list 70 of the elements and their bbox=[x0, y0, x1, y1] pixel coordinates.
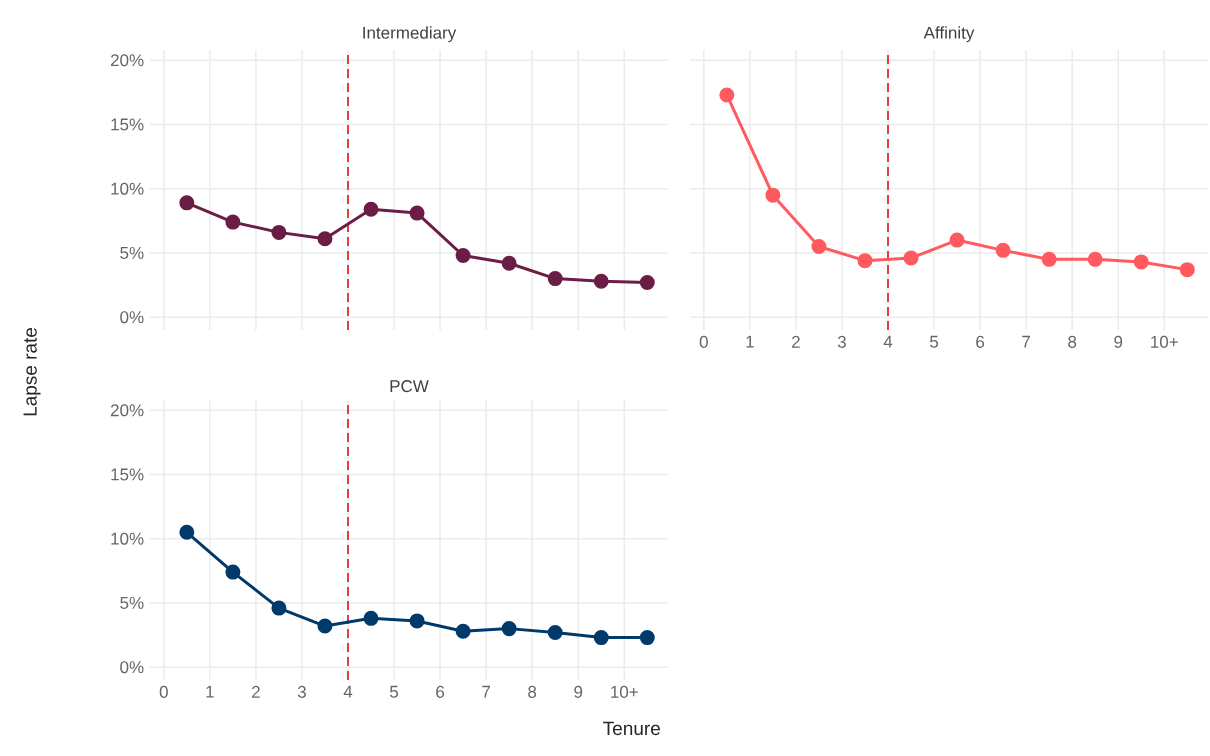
point bbox=[639, 274, 655, 290]
x-tick-label: 6 bbox=[976, 335, 985, 348]
chart-title: PCW bbox=[390, 380, 429, 393]
point bbox=[1179, 262, 1195, 278]
y-tick-label: 15% bbox=[111, 468, 144, 481]
y-tick-label: 5% bbox=[120, 246, 144, 259]
x-tick-label: 8 bbox=[528, 685, 537, 698]
point bbox=[547, 624, 563, 640]
x-tick-label: 3 bbox=[297, 685, 306, 698]
point bbox=[1087, 251, 1103, 267]
x-tick-label: 1 bbox=[206, 685, 214, 698]
point bbox=[547, 271, 563, 287]
point bbox=[1041, 251, 1057, 267]
x-tick-label: 9 bbox=[574, 685, 583, 698]
y-axis-title: Lapse rate bbox=[23, 327, 41, 416]
x-tick-label: 3 bbox=[837, 335, 846, 348]
y-tick-label: 15% bbox=[111, 118, 144, 131]
x-tick-label: 9 bbox=[1114, 335, 1123, 348]
point bbox=[765, 187, 781, 203]
point bbox=[409, 205, 425, 221]
y-tick-label: 0% bbox=[120, 661, 144, 674]
point bbox=[719, 87, 735, 103]
point bbox=[501, 621, 517, 637]
point bbox=[995, 242, 1011, 258]
x-tick-label: 4 bbox=[883, 335, 893, 348]
point bbox=[639, 630, 655, 646]
point bbox=[455, 248, 471, 263]
point bbox=[363, 201, 379, 217]
x-tick-label: 2 bbox=[792, 335, 800, 348]
x-tick-label: 6 bbox=[436, 685, 445, 698]
point bbox=[1133, 254, 1149, 270]
x-tick-label: 0 bbox=[159, 685, 168, 698]
chart-title: Affinity bbox=[923, 26, 975, 43]
x-tick-label: 0 bbox=[699, 335, 708, 348]
x-tick-label: 10+ bbox=[611, 685, 638, 698]
y-tick-label: 20% bbox=[110, 404, 144, 417]
x-tick-label: 5 bbox=[929, 335, 939, 348]
x-axis-title: Tenure bbox=[603, 721, 660, 736]
y-tick-label: 10% bbox=[111, 532, 144, 545]
y-tick-label: 5% bbox=[120, 596, 144, 609]
y-tick-label: 0% bbox=[120, 311, 144, 324]
point bbox=[409, 613, 425, 629]
point bbox=[317, 231, 333, 247]
x-tick-label: 1 bbox=[746, 335, 754, 348]
point bbox=[317, 618, 333, 634]
point bbox=[501, 255, 517, 271]
point bbox=[593, 273, 609, 289]
y-tick-label: 20% bbox=[110, 54, 144, 67]
x-tick-label: 2 bbox=[252, 685, 260, 698]
point bbox=[593, 630, 609, 646]
point bbox=[271, 224, 287, 240]
point bbox=[271, 600, 287, 616]
x-tick-label: 7 bbox=[482, 685, 490, 698]
point bbox=[455, 623, 471, 639]
point bbox=[225, 564, 241, 580]
point bbox=[179, 195, 195, 211]
point bbox=[225, 214, 241, 230]
point bbox=[179, 524, 195, 540]
point bbox=[903, 250, 919, 266]
point bbox=[949, 232, 965, 248]
y-tick-label: 10% bbox=[111, 182, 144, 195]
x-tick-label: 5 bbox=[389, 685, 399, 698]
x-tick-label: 10+ bbox=[1151, 335, 1178, 348]
chart-title: Intermediary bbox=[363, 26, 457, 43]
point bbox=[363, 610, 379, 626]
x-tick-label: 8 bbox=[1068, 335, 1077, 348]
point bbox=[857, 253, 873, 269]
x-tick-label: 4 bbox=[343, 685, 353, 698]
x-tick-label: 7 bbox=[1022, 335, 1030, 348]
point bbox=[811, 239, 827, 255]
